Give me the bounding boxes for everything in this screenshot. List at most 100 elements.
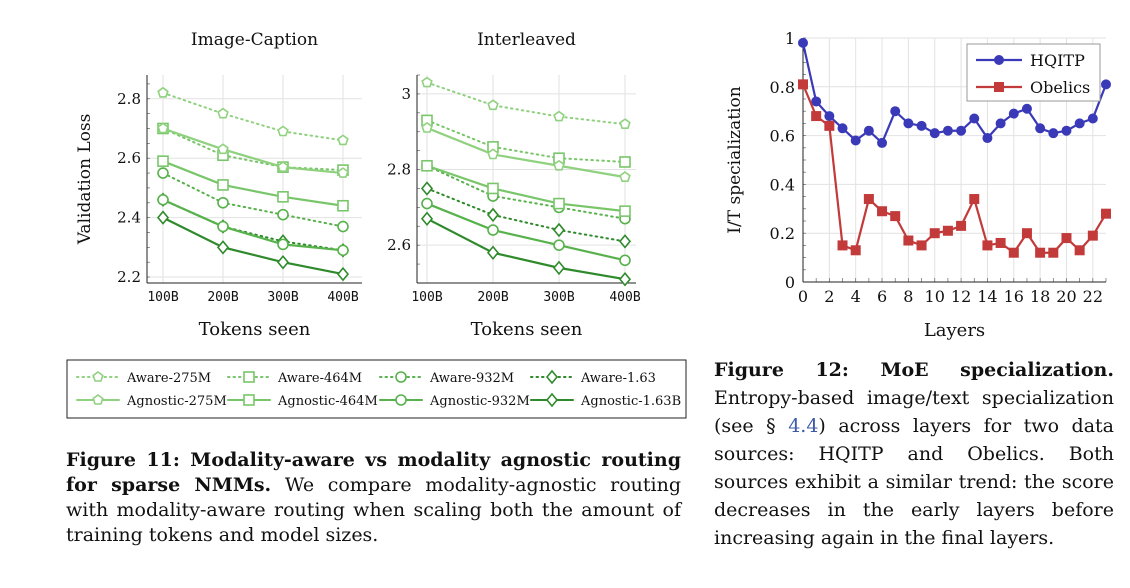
data-point [850, 135, 861, 146]
data-point [487, 148, 499, 160]
data-point [877, 137, 888, 148]
series-line [162, 127, 344, 172]
data-point [1048, 128, 1059, 139]
data-point [277, 191, 289, 203]
data-point [619, 118, 631, 129]
x-tick-label: 200B [207, 290, 238, 305]
data-point [277, 161, 289, 172]
legend-label: Aware-1.63 [580, 371, 656, 386]
data-point [553, 197, 565, 210]
data-point [619, 171, 631, 182]
data-point [942, 225, 953, 236]
legend-label: Agnostic-275M [126, 394, 227, 409]
data-point [995, 118, 1006, 129]
legend-marker [545, 369, 559, 385]
data-point [157, 167, 169, 179]
data-point [1074, 118, 1085, 129]
data-point [903, 118, 914, 129]
data-point [553, 159, 565, 171]
data-point [1008, 247, 1019, 258]
x-tick-label: 400B [609, 290, 640, 305]
y-tick-label: 2.2 [117, 268, 141, 286]
legend-marker [994, 55, 1004, 65]
data-point [1061, 233, 1072, 244]
data-point [1008, 108, 1019, 119]
figures-canvas: 100B 200B 300B 400B 2.2 2.4 2.6 2.8 Image-Captio… [66, 29, 1111, 419]
data-point [487, 99, 499, 111]
data-point [277, 125, 289, 137]
legend-marker [243, 371, 255, 383]
figure-12-text-a: Entropy-based image/text specialization … [714, 387, 1114, 437]
series-line [426, 119, 626, 163]
chart-title: Image-Caption [191, 30, 318, 50]
legend-marker [92, 371, 104, 382]
data-point [216, 240, 230, 255]
series-line [162, 91, 344, 142]
interleaved-chart: 100B 200B 300B 400B 2.6 2.8 3 Interleaved Tokens… [387, 30, 641, 340]
legend-label: Obelics [1030, 78, 1090, 97]
y-tick-label: 0.8 [770, 78, 795, 97]
data-point [1048, 247, 1059, 258]
data-point [956, 220, 967, 231]
data-point [1035, 123, 1046, 134]
data-point [890, 106, 901, 117]
data-point [486, 207, 500, 223]
data-point [337, 167, 349, 178]
data-point [798, 37, 808, 48]
y-tick-label: 2.8 [117, 90, 141, 108]
y-tick-label: 0.2 [770, 224, 795, 243]
section-reference-link[interactable]: 4.4 [788, 415, 819, 437]
data-point [824, 120, 835, 131]
data-point [618, 271, 632, 287]
data-point [618, 234, 632, 249]
data-point [217, 179, 229, 191]
data-point [217, 143, 229, 155]
legend-marker [243, 394, 255, 406]
data-point [1061, 125, 1072, 136]
data-point [277, 208, 289, 221]
data-point [1101, 79, 1111, 90]
data-point [1101, 208, 1111, 219]
data-point [619, 205, 631, 217]
legend-marker [994, 82, 1004, 92]
data-point [552, 222, 566, 238]
moe-specialization-chart: 0 2 4 6 8 10 12 14 16 18 20 2200.20.40.60.81LayersI… [725, 29, 1111, 341]
data-point [903, 235, 914, 246]
x-tick-label: 400B [327, 290, 358, 305]
data-point [336, 266, 350, 282]
series-line [161, 127, 345, 175]
data-point [217, 107, 229, 119]
data-point [619, 156, 631, 168]
series-line [426, 81, 626, 126]
series-line [801, 83, 1107, 255]
y-tick-label: 2.4 [117, 209, 141, 227]
y-tick-label: 2.6 [387, 236, 411, 254]
y-tick-label: 0.4 [770, 175, 795, 194]
data-point [929, 228, 940, 239]
data-point [916, 240, 927, 251]
x-tick-label: 18 [1030, 287, 1050, 306]
data-point [811, 111, 822, 122]
data-point [942, 125, 953, 136]
figure-11-caption: Figure 11: Modality-aware vs modality ag… [66, 448, 681, 548]
data-point [824, 111, 835, 122]
legend-label: Agnostic-464M [277, 394, 378, 409]
x-tick-label: 0 [798, 287, 808, 306]
data-point [486, 245, 500, 260]
legend-label: Agnostic-1.63B [580, 394, 681, 409]
x-tick-label: 300B [543, 290, 574, 305]
chart-title: Interleaved [477, 30, 576, 50]
data-point [487, 182, 499, 195]
data-point [811, 96, 822, 107]
data-point [1074, 245, 1085, 256]
y-tick-label: 3 [401, 85, 411, 103]
y-tick-label: 2.6 [117, 149, 141, 167]
x-tick-label: 16 [1004, 287, 1024, 306]
series-line [162, 198, 344, 252]
data-point [837, 240, 848, 251]
y-tick-label: 0.6 [770, 127, 795, 146]
data-point [969, 113, 980, 124]
data-point [1021, 103, 1032, 114]
x-tick-label: 12 [951, 287, 971, 306]
data-point [337, 244, 349, 257]
